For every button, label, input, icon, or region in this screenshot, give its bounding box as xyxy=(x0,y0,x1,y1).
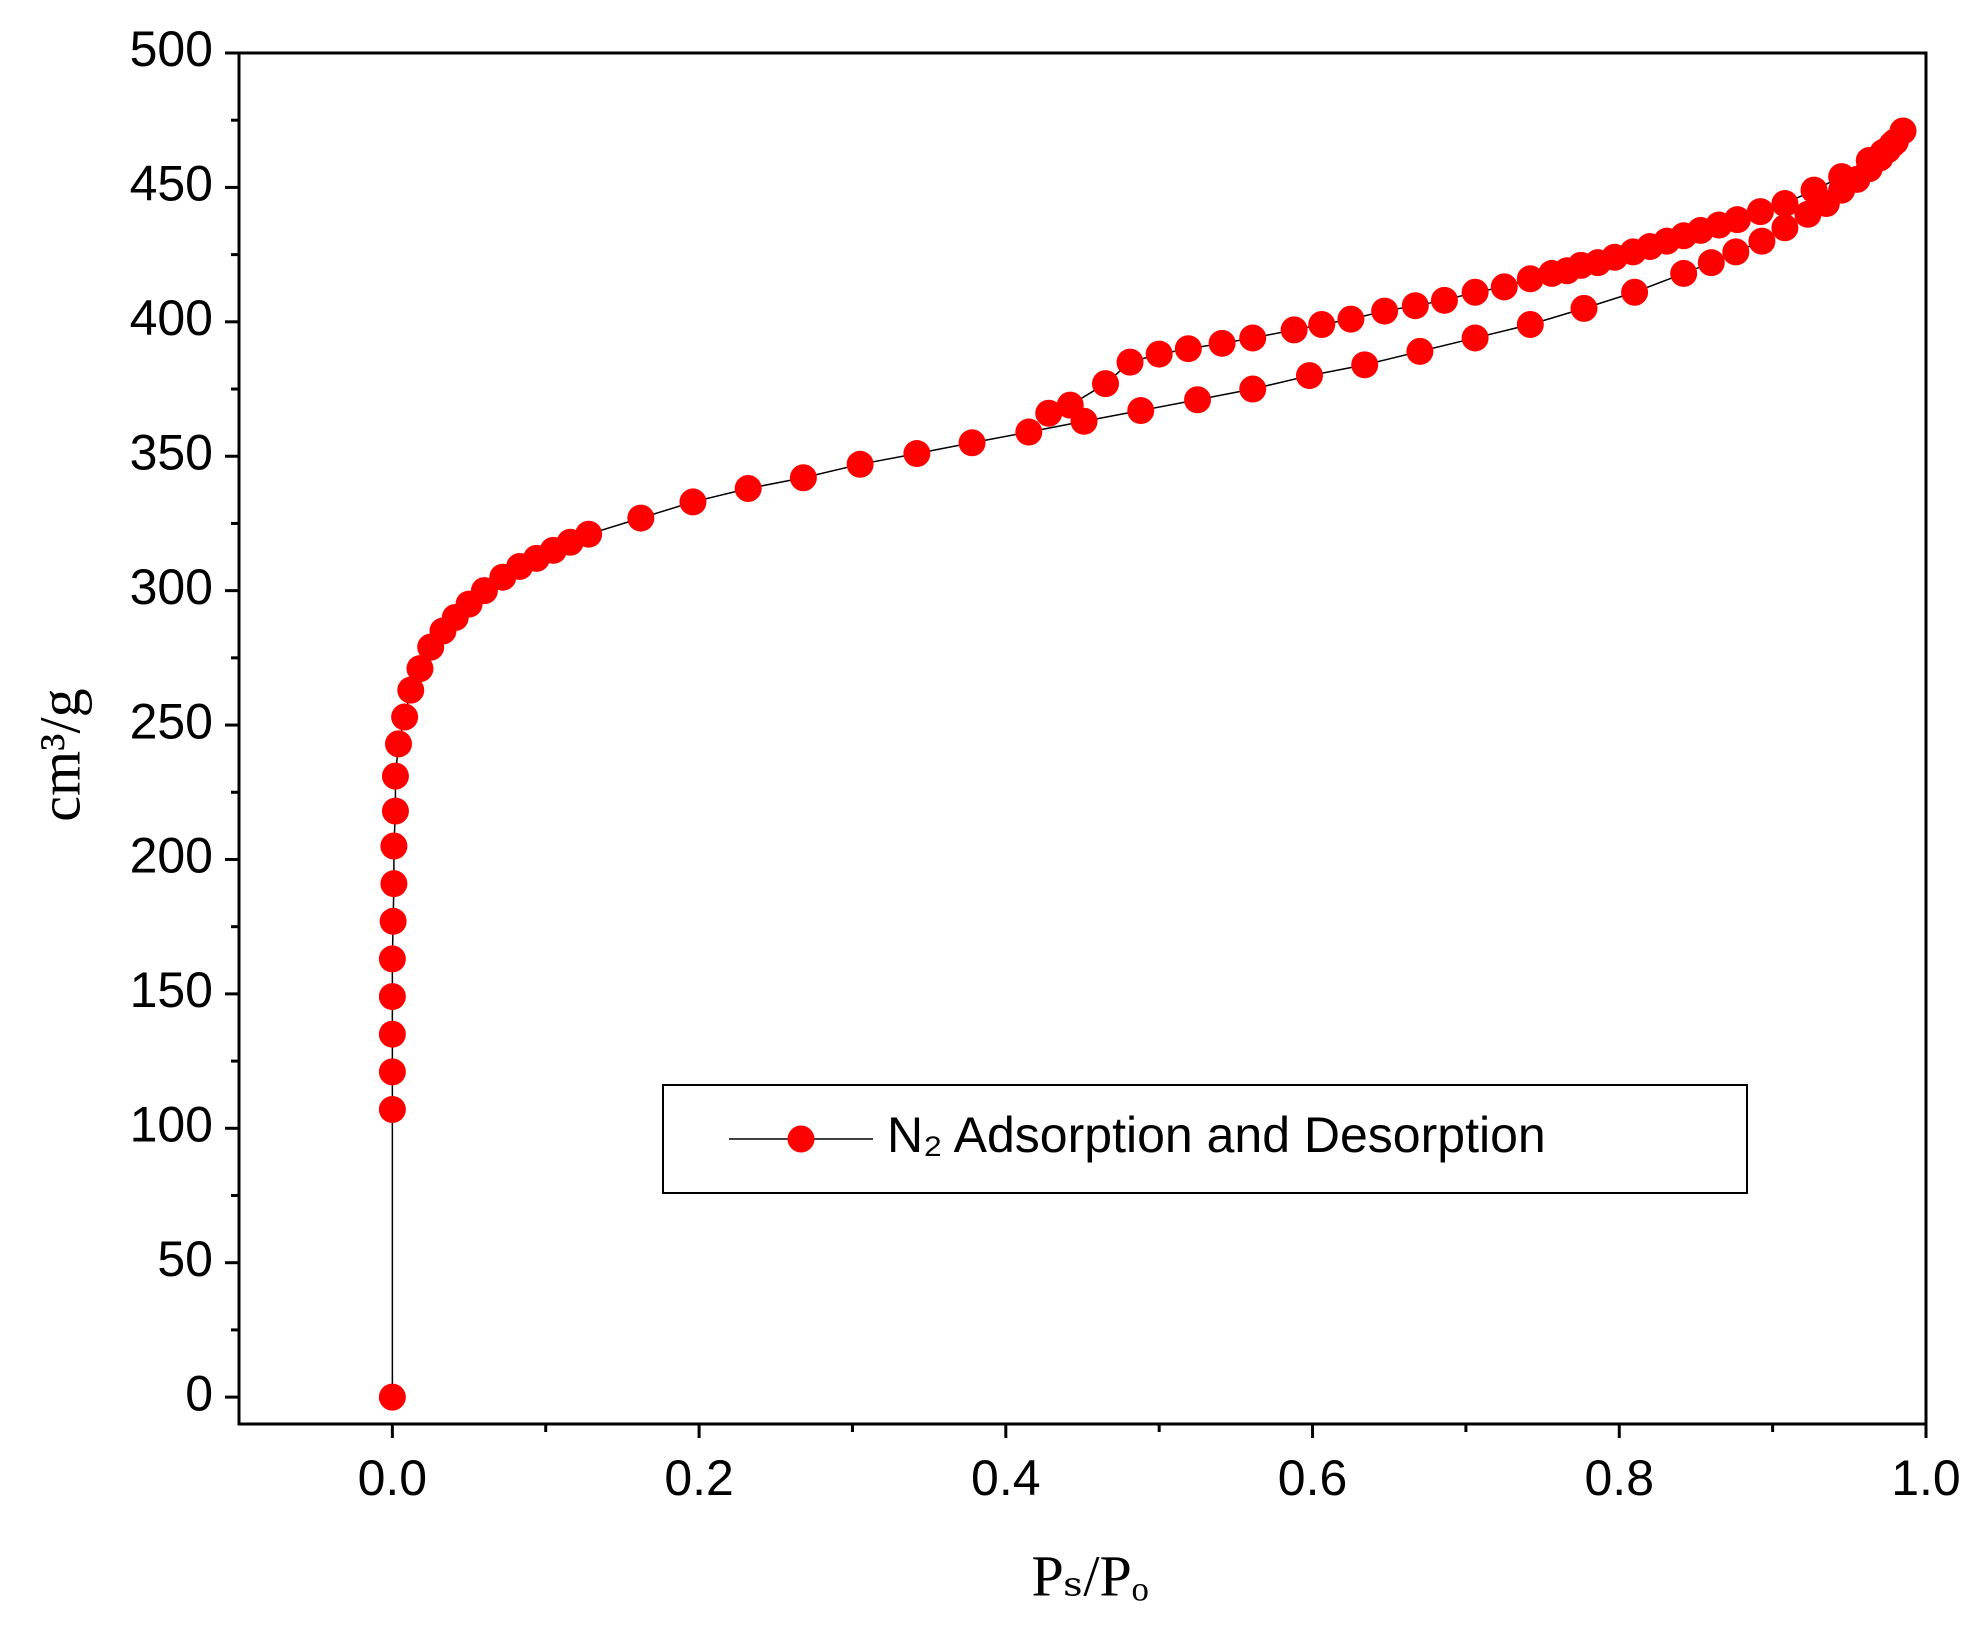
data-point xyxy=(378,1383,406,1411)
y-tick-label: 500 xyxy=(130,21,213,77)
plot-frame xyxy=(237,51,1928,1426)
data-point xyxy=(1184,386,1212,414)
data-point xyxy=(1516,311,1544,339)
data-point xyxy=(381,797,409,825)
data-point xyxy=(1308,311,1336,339)
x-tick-label: 0.2 xyxy=(664,1450,734,1506)
data-point xyxy=(378,983,406,1011)
data-point xyxy=(1337,305,1365,333)
data-point xyxy=(380,870,408,898)
y-tick-label: 250 xyxy=(130,693,213,749)
data-point xyxy=(1430,286,1458,314)
data-point xyxy=(1351,351,1379,379)
data-point xyxy=(1035,399,1063,427)
data-point xyxy=(1371,297,1399,325)
data-point xyxy=(1697,249,1725,277)
x-axis-label: Pₛ/Pₒ xyxy=(1032,1543,1149,1608)
data-point xyxy=(1239,324,1267,352)
legend-label: N₂ Adsorption and Desorption xyxy=(887,1107,1546,1163)
x-tick-label: 0.4 xyxy=(971,1450,1041,1506)
data-point xyxy=(1748,227,1776,255)
data-point xyxy=(1570,294,1598,322)
data-point xyxy=(1771,214,1799,242)
x-tick-label: 0.6 xyxy=(1278,1450,1348,1506)
data-point xyxy=(679,488,707,516)
x-tick-label: 0.0 xyxy=(358,1450,428,1506)
y-tick-label: 300 xyxy=(130,559,213,615)
data-point xyxy=(1670,259,1698,287)
data-point xyxy=(1145,340,1173,368)
data-point xyxy=(958,429,986,457)
data-point xyxy=(378,945,406,973)
data-point xyxy=(1015,418,1043,446)
data-point xyxy=(397,676,425,704)
y-axis-label: cm³/g xyxy=(27,688,92,821)
data-point xyxy=(1127,397,1155,425)
x-tick-label: 1.0 xyxy=(1891,1450,1961,1506)
y-tick-label: 200 xyxy=(130,828,213,884)
data-point xyxy=(1771,190,1799,218)
data-point xyxy=(378,1058,406,1086)
data-point xyxy=(1092,370,1120,398)
y-tick-label: 50 xyxy=(157,1231,213,1287)
data-point xyxy=(379,907,407,935)
data-point xyxy=(1855,147,1883,175)
data-point xyxy=(1406,337,1434,365)
data-point xyxy=(1490,273,1518,301)
data-point xyxy=(1461,278,1489,306)
data-point xyxy=(575,520,603,548)
y-tick-label: 400 xyxy=(130,290,213,346)
y-tick-label: 0 xyxy=(185,1365,213,1421)
data-point xyxy=(384,730,412,758)
data-point xyxy=(1239,375,1267,403)
data-point xyxy=(903,440,931,468)
data-point xyxy=(391,703,419,731)
data-point xyxy=(1401,292,1429,320)
data-point xyxy=(1746,198,1774,226)
data-point xyxy=(380,832,408,860)
legend-marker xyxy=(787,1125,815,1153)
data-point xyxy=(1722,238,1750,266)
y-tick-label: 150 xyxy=(130,962,213,1018)
data-point xyxy=(1828,163,1856,191)
x-tick-label: 0.8 xyxy=(1585,1450,1655,1506)
data-point xyxy=(1800,176,1828,204)
data-point xyxy=(789,464,817,492)
y-tick-label: 100 xyxy=(130,1096,213,1152)
data-point xyxy=(1538,259,1566,287)
data-point xyxy=(378,1020,406,1048)
y-tick-label: 350 xyxy=(130,424,213,480)
data-point xyxy=(1461,324,1489,352)
data-point xyxy=(1116,348,1144,376)
data-point xyxy=(1516,265,1544,293)
data-point xyxy=(627,504,655,532)
series-line xyxy=(391,130,1904,1398)
data-point xyxy=(381,762,409,790)
data-point xyxy=(1056,391,1084,419)
data-point xyxy=(1174,335,1202,363)
data-point xyxy=(1295,362,1323,390)
data-point xyxy=(1208,329,1236,357)
data-point xyxy=(846,450,874,478)
y-tick-label: 450 xyxy=(130,156,213,212)
data-point xyxy=(1621,278,1649,306)
data-point xyxy=(406,655,434,683)
data-point xyxy=(1280,316,1308,344)
data-point xyxy=(734,474,762,502)
data-point xyxy=(378,1095,406,1123)
